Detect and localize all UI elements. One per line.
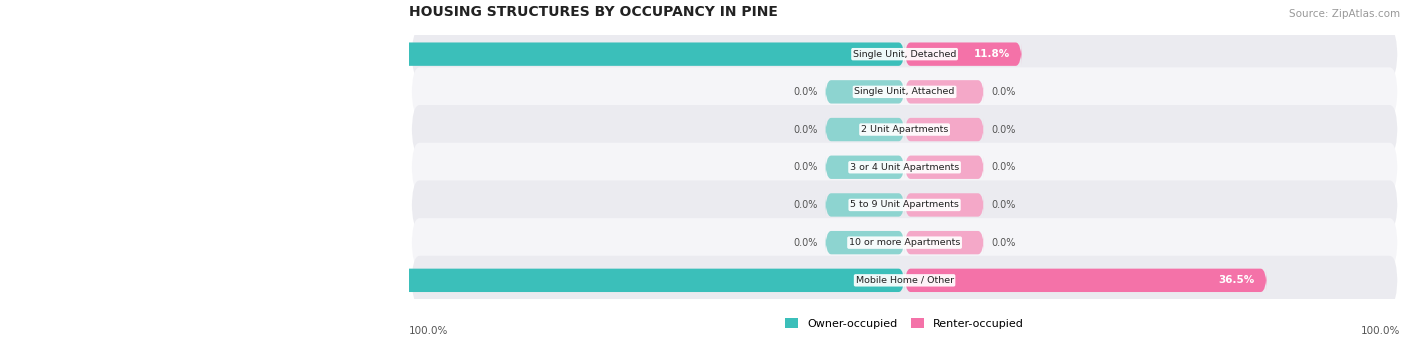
FancyBboxPatch shape: [904, 193, 984, 217]
Text: 0.0%: 0.0%: [991, 124, 1017, 135]
Text: 0.0%: 0.0%: [991, 162, 1017, 172]
FancyBboxPatch shape: [904, 43, 1022, 66]
Text: 63.5%: 63.5%: [287, 275, 323, 285]
Legend: Owner-occupied, Renter-occupied: Owner-occupied, Renter-occupied: [780, 314, 1028, 333]
Text: 0.0%: 0.0%: [793, 87, 817, 97]
Text: Single Unit, Detached: Single Unit, Detached: [853, 50, 956, 59]
Text: 10 or more Apartments: 10 or more Apartments: [849, 238, 960, 247]
Text: 0.0%: 0.0%: [991, 238, 1017, 248]
FancyBboxPatch shape: [412, 256, 1398, 305]
FancyBboxPatch shape: [904, 155, 984, 179]
Text: 0.0%: 0.0%: [991, 87, 1017, 97]
FancyBboxPatch shape: [412, 30, 1398, 79]
FancyBboxPatch shape: [412, 180, 1398, 229]
FancyBboxPatch shape: [412, 105, 1398, 154]
FancyBboxPatch shape: [904, 231, 984, 254]
Text: 2 Unit Apartments: 2 Unit Apartments: [860, 125, 948, 134]
FancyBboxPatch shape: [412, 67, 1398, 116]
Text: 0.0%: 0.0%: [793, 200, 817, 210]
FancyBboxPatch shape: [904, 269, 1267, 292]
FancyBboxPatch shape: [825, 80, 904, 104]
Text: HOUSING STRUCTURES BY OCCUPANCY IN PINE: HOUSING STRUCTURES BY OCCUPANCY IN PINE: [409, 5, 778, 19]
Text: Source: ZipAtlas.com: Source: ZipAtlas.com: [1289, 10, 1400, 19]
Text: Single Unit, Attached: Single Unit, Attached: [855, 87, 955, 97]
Text: Mobile Home / Other: Mobile Home / Other: [855, 276, 953, 285]
FancyBboxPatch shape: [825, 231, 904, 254]
Text: 0.0%: 0.0%: [991, 200, 1017, 210]
FancyBboxPatch shape: [30, 43, 904, 66]
FancyBboxPatch shape: [825, 155, 904, 179]
Text: 5 to 9 Unit Apartments: 5 to 9 Unit Apartments: [851, 201, 959, 209]
FancyBboxPatch shape: [412, 218, 1398, 267]
FancyBboxPatch shape: [825, 118, 904, 141]
Text: 0.0%: 0.0%: [793, 162, 817, 172]
Text: 3 or 4 Unit Apartments: 3 or 4 Unit Apartments: [851, 163, 959, 172]
Text: 88.2%: 88.2%: [42, 49, 79, 59]
Text: 36.5%: 36.5%: [1219, 275, 1254, 285]
FancyBboxPatch shape: [274, 269, 904, 292]
Text: 0.0%: 0.0%: [793, 124, 817, 135]
Text: 0.0%: 0.0%: [793, 238, 817, 248]
FancyBboxPatch shape: [904, 80, 984, 104]
Text: 100.0%: 100.0%: [1361, 326, 1400, 336]
Text: 11.8%: 11.8%: [973, 49, 1010, 59]
FancyBboxPatch shape: [904, 118, 984, 141]
Text: 100.0%: 100.0%: [409, 326, 449, 336]
FancyBboxPatch shape: [412, 143, 1398, 192]
FancyBboxPatch shape: [825, 193, 904, 217]
